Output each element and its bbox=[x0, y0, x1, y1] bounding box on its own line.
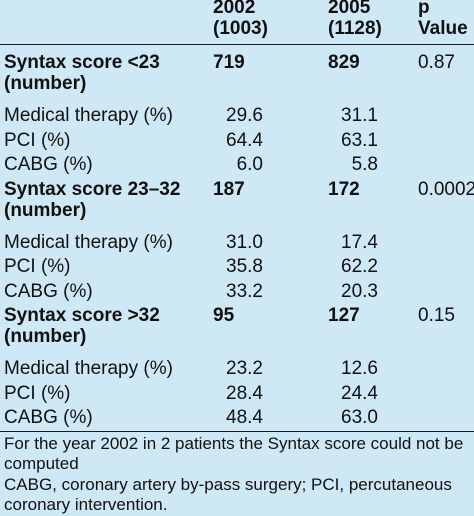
row-label: CABG (%) bbox=[4, 154, 93, 175]
footnote-line: coronary intervention. bbox=[4, 495, 168, 514]
row-value-2002: 31.0 bbox=[226, 231, 263, 253]
group-count-2002: 187 bbox=[213, 178, 245, 200]
group-row-syntax-lt23: Syntax score <23 (number) 719 829 0.87 bbox=[0, 52, 474, 94]
group-label-line2: (number) bbox=[4, 326, 87, 347]
group-p-value: 0.15 bbox=[418, 305, 455, 326]
table-row: CABG (%) 48.4 63.0 bbox=[0, 407, 474, 429]
row-value-2005: 63.1 bbox=[341, 129, 378, 151]
row-label: PCI (%) bbox=[4, 382, 71, 404]
header-2002-count: (1003) bbox=[213, 18, 268, 39]
group-p-value: 0.0002 bbox=[418, 178, 474, 200]
footnote-line: For the year 2002 in 2 patients the Synt… bbox=[4, 433, 464, 453]
group-label-line2: (number) bbox=[4, 73, 87, 94]
row-value-2005: 17.4 bbox=[341, 231, 378, 253]
header-divider bbox=[0, 44, 474, 45]
group-label-line1: Syntax score <23 bbox=[4, 52, 160, 73]
row-value-2005: 62.2 bbox=[341, 256, 378, 277]
row-label: Medical therapy (%) bbox=[4, 105, 173, 126]
table-row: Medical therapy (%) 23.2 12.6 bbox=[0, 358, 474, 380]
footnote-line: CABG, coronary artery by-pass surgery; P… bbox=[4, 474, 452, 494]
header-2002-year: 2002 bbox=[213, 0, 256, 18]
header-value: Value bbox=[418, 18, 468, 39]
group-row-syntax-23-32: Syntax score 23–32 (number) 187 172 0.00… bbox=[0, 179, 474, 221]
row-value-2005: 5.8 bbox=[351, 154, 378, 175]
row-value-2005: 12.6 bbox=[341, 358, 378, 379]
row-label: CABG (%) bbox=[4, 280, 93, 302]
row-label: PCI (%) bbox=[4, 129, 71, 151]
group-count-2005: 172 bbox=[328, 178, 360, 200]
group-p-value: 0.87 bbox=[418, 52, 455, 73]
row-label: CABG (%) bbox=[4, 407, 93, 428]
group-count-2005: 127 bbox=[328, 305, 360, 326]
row-value-2002: 48.4 bbox=[226, 407, 263, 428]
group-row-syntax-gt32: Syntax score >32 (number) 95 127 0.15 bbox=[0, 305, 474, 347]
footnote-line: computed bbox=[4, 454, 79, 473]
group-count-2005: 829 bbox=[328, 52, 360, 73]
group-label-line2: (number) bbox=[4, 199, 87, 221]
row-value-2002: 23.2 bbox=[226, 358, 263, 379]
row-value-2005: 24.4 bbox=[341, 382, 378, 404]
header-2005-count: (1128) bbox=[328, 18, 382, 39]
row-value-2005: 31.1 bbox=[341, 105, 378, 126]
header-2005-year: 2005 bbox=[328, 0, 371, 18]
row-value-2002: 28.4 bbox=[226, 382, 263, 404]
table-row: PCI (%) 64.4 63.1 bbox=[0, 130, 474, 152]
table-row: PCI (%) 35.8 62.2 bbox=[0, 256, 474, 278]
table-row: CABG (%) 6.0 5.8 bbox=[0, 154, 474, 176]
group-label-line1: Syntax score >32 bbox=[4, 305, 160, 326]
row-value-2002: 64.4 bbox=[226, 129, 263, 151]
row-label: PCI (%) bbox=[4, 256, 71, 277]
row-value-2005: 20.3 bbox=[341, 280, 378, 302]
group-count-2002: 95 bbox=[213, 305, 235, 326]
row-value-2002: 35.8 bbox=[226, 256, 263, 277]
row-label: Medical therapy (%) bbox=[4, 358, 173, 379]
row-value-2002: 6.0 bbox=[236, 154, 263, 175]
table-row: CABG (%) 33.2 20.3 bbox=[0, 281, 474, 303]
table-header-row: 2002 (1003) 2005 (1128) p Value bbox=[0, 0, 474, 44]
row-value-2005: 63.0 bbox=[341, 407, 378, 428]
table-row: PCI (%) 28.4 24.4 bbox=[0, 383, 474, 405]
table-row: Medical therapy (%) 29.6 31.1 bbox=[0, 105, 474, 127]
row-value-2002: 29.6 bbox=[226, 105, 263, 126]
footer-divider bbox=[0, 430, 474, 432]
group-label-line1: Syntax score 23–32 bbox=[4, 178, 181, 200]
table-footnotes: For the year 2002 in 2 patients the Synt… bbox=[0, 432, 474, 516]
header-p: p bbox=[418, 0, 430, 18]
row-value-2002: 33.2 bbox=[226, 280, 263, 302]
row-label: Medical therapy (%) bbox=[4, 231, 173, 253]
table-row: Medical therapy (%) 31.0 17.4 bbox=[0, 232, 474, 254]
group-count-2002: 719 bbox=[213, 52, 245, 73]
